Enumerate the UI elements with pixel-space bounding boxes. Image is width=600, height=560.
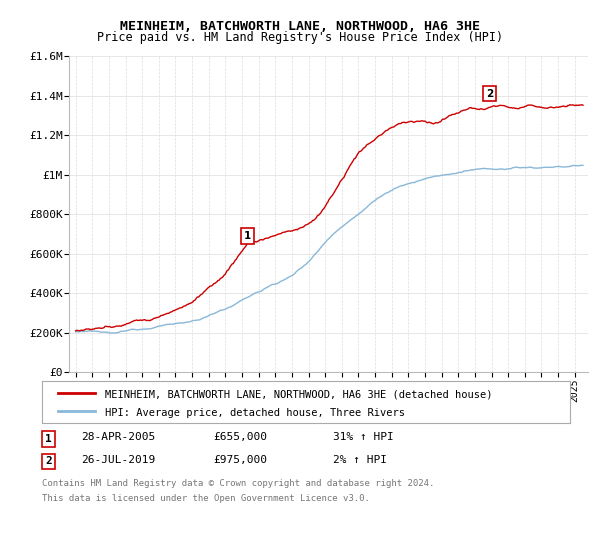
Text: 1: 1 xyxy=(45,434,52,444)
Text: 28-APR-2005: 28-APR-2005 xyxy=(81,432,155,442)
Text: HPI: Average price, detached house, Three Rivers: HPI: Average price, detached house, Thre… xyxy=(106,408,406,418)
Text: 2: 2 xyxy=(486,89,493,99)
Text: This data is licensed under the Open Government Licence v3.0.: This data is licensed under the Open Gov… xyxy=(42,494,370,503)
Text: £975,000: £975,000 xyxy=(213,455,267,465)
Text: 26-JUL-2019: 26-JUL-2019 xyxy=(81,455,155,465)
Text: MEINHEIM, BATCHWORTH LANE, NORTHWOOD, HA6 3HE: MEINHEIM, BATCHWORTH LANE, NORTHWOOD, HA… xyxy=(120,20,480,32)
Text: MEINHEIM, BATCHWORTH LANE, NORTHWOOD, HA6 3HE (detached house): MEINHEIM, BATCHWORTH LANE, NORTHWOOD, HA… xyxy=(106,389,493,399)
Text: 2% ↑ HPI: 2% ↑ HPI xyxy=(333,455,387,465)
Text: Contains HM Land Registry data © Crown copyright and database right 2024.: Contains HM Land Registry data © Crown c… xyxy=(42,479,434,488)
Text: 2: 2 xyxy=(45,456,52,466)
Text: Price paid vs. HM Land Registry's House Price Index (HPI): Price paid vs. HM Land Registry's House … xyxy=(97,31,503,44)
Text: 1: 1 xyxy=(244,231,251,241)
Text: £655,000: £655,000 xyxy=(213,432,267,442)
Text: 31% ↑ HPI: 31% ↑ HPI xyxy=(333,432,394,442)
